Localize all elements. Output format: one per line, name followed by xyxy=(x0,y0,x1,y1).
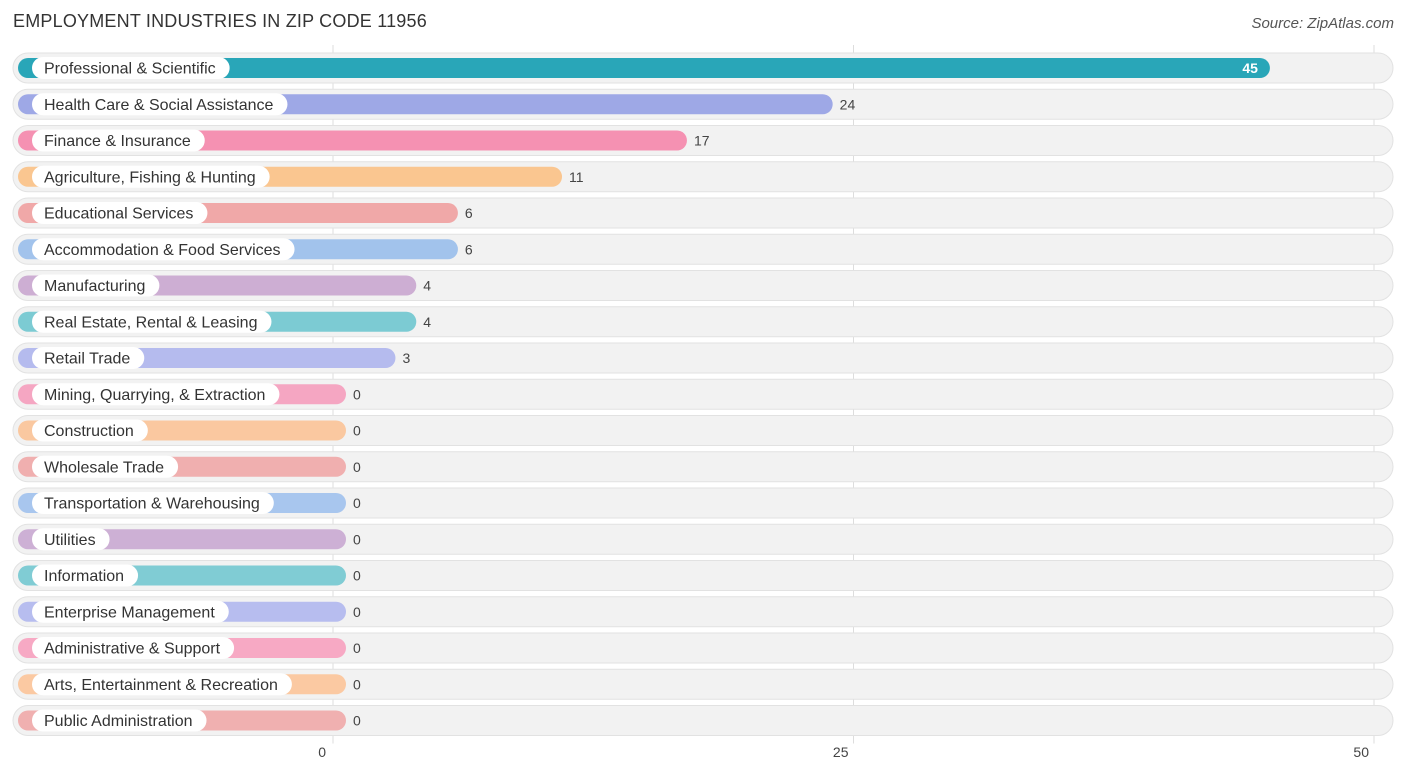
label-pill-enterprise-management xyxy=(32,600,229,623)
bar-row-information: Information 0 xyxy=(12,560,1394,591)
bar-row-retail-trade: Retail Trade 3 xyxy=(12,342,1394,374)
bar-row-health-care-social-assistance: Health Care & Social Assistance 24 xyxy=(12,88,1394,120)
label-pill-administrative-support xyxy=(32,637,235,659)
value-label-educational-services: 6 xyxy=(465,205,473,221)
category-label-accommodation-food-services: Accommodation & Food Services xyxy=(44,242,281,259)
category-label-educational-services: Educational Services xyxy=(44,206,193,223)
value-label-mining-quarrying-extraction: 0 xyxy=(353,386,361,402)
bar-row-administrative-support: Administrative & Support 0 xyxy=(12,632,1394,664)
label-pill-wholesale-trade xyxy=(32,455,179,478)
bar-row-public-administration: Public Administration 0 xyxy=(12,705,1394,736)
category-label-utilities: Utilities xyxy=(44,532,96,549)
value-label-retail-trade: 3 xyxy=(402,350,410,366)
bar-row-manufacturing: Manufacturing 4 xyxy=(12,270,1394,301)
chart-source: Source: ZipAtlas.com xyxy=(1251,15,1394,32)
bar-row-educational-services: Educational Services 6 xyxy=(12,197,1394,229)
label-pill-mining-quarrying-extraction xyxy=(32,383,280,406)
category-label-real-estate-rental-leasing: Real Estate, Rental & Leasing xyxy=(44,314,257,331)
label-pill-information xyxy=(32,564,139,587)
value-label-wholesale-trade: 0 xyxy=(353,459,361,475)
value-label-enterprise-management: 0 xyxy=(353,604,361,620)
row-track-utilities xyxy=(12,523,1394,555)
row-track-mining-quarrying-extraction xyxy=(12,378,1394,410)
label-pill-utilities xyxy=(32,528,110,551)
category-label-agriculture-fishing-hunting: Agriculture, Fishing & Hunting xyxy=(44,169,256,186)
label-pill-construction xyxy=(32,419,148,442)
row-track-information xyxy=(12,560,1394,591)
bar-row-transportation-warehousing: Transportation & Warehousing 0 xyxy=(12,487,1394,519)
label-pill-manufacturing xyxy=(32,274,160,297)
value-label-agriculture-fishing-hunting: 11 xyxy=(569,169,584,185)
bar-row-wholesale-trade: Wholesale Trade 0 xyxy=(12,451,1394,483)
row-track-wholesale-trade xyxy=(12,451,1394,483)
category-label-finance-insurance: Finance & Insurance xyxy=(44,133,191,150)
category-label-retail-trade: Retail Trade xyxy=(44,351,130,368)
value-label-manufacturing: 4 xyxy=(423,278,431,294)
bar-row-mining-quarrying-extraction: Mining, Quarrying, & Extraction 0 xyxy=(12,378,1394,410)
tick-label-50: 50 xyxy=(1353,744,1369,760)
bar-row-construction: Construction 0 xyxy=(12,415,1394,446)
row-track-administrative-support xyxy=(12,632,1394,664)
value-label-real-estate-rental-leasing: 4 xyxy=(423,314,431,330)
bar-row-professional-scientific: Professional & Scientific 45 xyxy=(12,52,1394,84)
bar-row-agriculture-fishing-hunting: Agriculture, Fishing & Hunting 11 xyxy=(12,161,1394,193)
label-pill-transportation-warehousing xyxy=(32,492,274,514)
category-label-enterprise-management: Enterprise Management xyxy=(44,604,215,621)
label-pill-arts-entertainment-recreation xyxy=(32,673,292,696)
category-label-professional-scientific: Professional & Scientific xyxy=(44,61,216,78)
category-label-mining-quarrying-extraction: Mining, Quarrying, & Extraction xyxy=(44,387,265,404)
bar-row-finance-insurance: Finance & Insurance 17 xyxy=(12,125,1394,156)
value-label-accommodation-food-services: 6 xyxy=(465,241,473,257)
row-track-arts-entertainment-recreation xyxy=(12,668,1394,700)
rows-layer: Professional & Scientific 45 Health Care &… xyxy=(12,52,1394,736)
category-label-construction: Construction xyxy=(44,423,134,440)
value-label-public-administration: 0 xyxy=(353,713,361,729)
label-pill-health-care-social-assistance xyxy=(32,93,288,116)
row-track-construction xyxy=(12,415,1394,446)
value-label-health-care-social-assistance: 24 xyxy=(840,96,856,112)
row-track-transportation-warehousing xyxy=(12,487,1394,519)
category-label-wholesale-trade: Wholesale Trade xyxy=(44,459,164,476)
category-label-administrative-support: Administrative & Support xyxy=(44,641,221,658)
label-pill-educational-services xyxy=(32,202,208,224)
label-pill-public-administration xyxy=(32,709,207,732)
label-pill-accommodation-food-services xyxy=(32,238,295,261)
label-pill-retail-trade xyxy=(32,347,145,369)
bar-professional-scientific xyxy=(18,58,1270,78)
value-label-finance-insurance: 17 xyxy=(694,133,710,149)
bar-row-enterprise-management: Enterprise Management 0 xyxy=(12,596,1394,628)
category-label-health-care-social-assistance: Health Care & Social Assistance xyxy=(44,97,274,114)
value-label-transportation-warehousing: 0 xyxy=(353,495,361,511)
chart-title: EMPLOYMENT INDUSTRIES IN ZIP CODE 11956 xyxy=(13,11,427,31)
label-pill-real-estate-rental-leasing xyxy=(32,310,272,333)
bar-row-real-estate-rental-leasing: Real Estate, Rental & Leasing 4 xyxy=(12,306,1394,338)
category-label-public-administration: Public Administration xyxy=(44,713,193,730)
label-pill-professional-scientific xyxy=(32,57,230,79)
bar-row-arts-entertainment-recreation: Arts, Entertainment & Recreation 0 xyxy=(12,668,1394,700)
tick-label-0: 0 xyxy=(318,744,326,760)
bar-row-utilities: Utilities 0 xyxy=(12,523,1394,555)
value-label-administrative-support: 0 xyxy=(353,640,361,656)
category-label-transportation-warehousing: Transportation & Warehousing xyxy=(44,496,260,513)
value-label-construction: 0 xyxy=(353,423,361,439)
value-label-arts-entertainment-recreation: 0 xyxy=(353,676,361,692)
row-track-enterprise-management xyxy=(12,596,1394,628)
category-label-manufacturing: Manufacturing xyxy=(44,278,145,295)
label-pill-finance-insurance xyxy=(32,129,205,152)
row-track-public-administration xyxy=(12,705,1394,736)
label-pill-agriculture-fishing-hunting xyxy=(32,165,270,188)
ticks-layer: 0 25 50 xyxy=(318,744,1369,760)
category-label-arts-entertainment-recreation: Arts, Entertainment & Recreation xyxy=(44,677,278,694)
value-label-utilities: 0 xyxy=(353,531,361,547)
category-label-information: Information xyxy=(44,568,124,585)
bar-row-accommodation-food-services: Accommodation & Food Services 6 xyxy=(12,233,1394,265)
value-label-information: 0 xyxy=(353,568,361,584)
value-label-professional-scientific: 45 xyxy=(1242,60,1258,76)
tick-label-25: 25 xyxy=(833,744,849,760)
